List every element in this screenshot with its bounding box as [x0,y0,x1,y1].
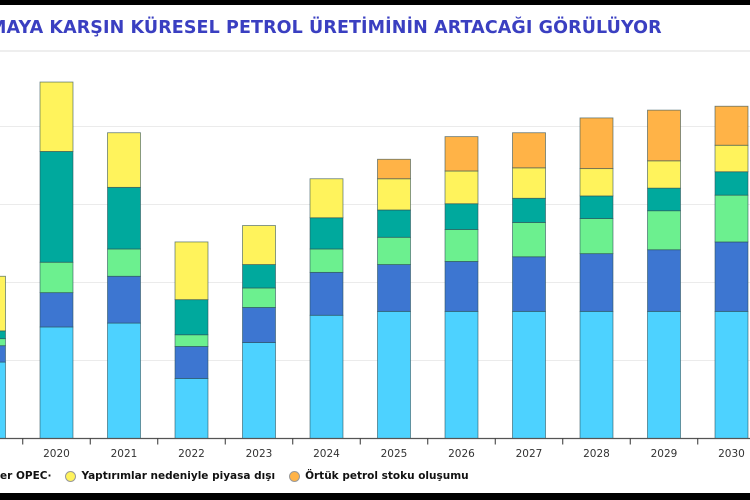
bar-segment-2027-s4 [512,167,546,199]
bar-segment-2021-s3 [107,186,141,250]
bar-segment-2023-s2 [242,287,276,308]
bar-segment-2030-s4 [714,144,749,173]
bar-segment-2030-s1 [714,241,749,312]
bar-segment-2020-s2 [39,261,74,294]
bar-segment-2019-s3 [0,330,6,340]
x-tick-label: 2020 [43,448,70,460]
bar-segment-2025-s0 [377,310,411,439]
bar-segment-2030-s3 [714,171,749,196]
bar-segment-2027-s1 [512,256,546,312]
bar-segment-2026-s0 [444,310,479,439]
x-tick-label: 2027 [516,448,543,460]
bar-segment-2022-s0 [174,378,209,439]
x-tick-label: 2022 [178,448,205,460]
bottom-border [0,493,750,500]
bar-segment-2025-s2 [377,236,411,265]
bar-segment-2028-s0 [579,310,614,439]
bar-segment-2020-s3 [39,151,74,263]
bar-segment-2021-s0 [107,322,141,439]
x-tick-label: 2023 [246,448,273,460]
bar-segment-2026-s3 [444,203,479,230]
bar-segment-2027-s5 [512,132,546,169]
bar-segment-2024-s1 [309,271,344,316]
bar-segment-2025-s5 [377,158,411,180]
bar-segment-2021-s4 [107,132,141,188]
bar-segment-2030-s2 [714,194,749,243]
legend: er OPEC· Yaptırımlar nedeniyle piyasa dı… [0,468,483,484]
bar-segment-2029-s2 [647,210,681,251]
bar-segment-2025-s1 [377,264,411,312]
bar-segment-2020-s0 [39,326,74,439]
bar-segment-2022-s4 [174,241,209,301]
bar-segment-2026-s1 [444,261,479,312]
bar-segment-2028-s5 [579,117,614,170]
bar-segment-2026-s2 [444,229,479,262]
x-tick-label: 2025 [381,448,408,460]
legend-label: Örtük petrol stoku oluşumu [305,470,469,482]
bar-segment-2030-s5 [714,105,749,146]
bar-segment-2029-s1 [647,249,681,312]
bar-segment-2028-s2 [579,218,614,255]
bar-segment-2028-s1 [579,253,614,312]
bar-segment-2022-s1 [174,346,209,379]
bar-segment-2021-s1 [107,275,141,324]
bar-segment-2019-s0 [0,361,6,439]
top-border [0,0,750,5]
bar-segment-2026-s5 [444,136,479,172]
bar-segment-2030-s0 [714,310,749,439]
x-tick-label: 2030 [718,448,745,460]
bar-segment-2027-s0 [512,310,546,439]
bar-segment-2024-s2 [309,248,344,273]
legend-item-partial: er OPEC· [0,470,51,482]
bar-segment-2028-s3 [579,195,614,219]
bar-segment-2024-s0 [309,314,344,439]
bar-segment-2025-s3 [377,209,411,238]
bar-segment-2023-s3 [242,264,276,289]
legend-swatch [289,470,301,482]
bar-segment-2029-s3 [647,187,681,212]
bar-segment-2028-s4 [579,168,614,197]
chart-title: MAYA KARŞIN KÜRESEL PETROL ÜRETİMİNİN AR… [0,18,662,38]
bar-segment-2029-s4 [647,160,681,189]
bar-segment-2019-s2 [0,338,6,347]
bar-segment-2029-s0 [647,310,681,439]
x-tick-label: 2029 [651,448,678,460]
bar-segment-2019-s1 [0,345,6,363]
legend-swatch [65,470,77,482]
bar-segment-2023-s4 [242,225,276,265]
bar-segment-2020-s4 [39,81,74,152]
bar-segment-2029-s5 [647,109,681,162]
bar-segment-2022-s2 [174,334,209,347]
bar-segment-2024-s4 [309,178,344,219]
bar-segment-2027-s3 [512,197,546,223]
legend-label: Yaptırımlar nedeniyle piyasa dışı [81,470,276,482]
bar-segment-2025-s4 [377,178,411,211]
bar-segment-2019-s4 [0,275,6,332]
legend-item-implicit-stock: Örtük petrol stoku oluşumu [289,470,469,482]
title-divider [0,50,750,52]
x-tick-label: 2026 [448,448,475,460]
bar-segment-2023-s1 [242,307,276,343]
bar-segment-2024-s3 [309,217,344,250]
x-tick-label: 2021 [111,448,138,460]
bar-segment-2021-s2 [107,248,141,277]
legend-label: er OPEC· [0,470,52,482]
x-tick-label: 2028 [583,448,610,460]
legend-item-sanctions: Yaptırımlar nedeniyle piyasa dışı [65,470,275,482]
bar-segment-2020-s1 [39,292,74,328]
bar-segment-2026-s4 [444,170,479,205]
x-tick-label: 2024 [313,448,340,460]
bar-segment-2027-s2 [512,222,546,258]
bar-segment-2023-s0 [242,342,276,439]
bar-segment-2022-s3 [174,299,209,336]
